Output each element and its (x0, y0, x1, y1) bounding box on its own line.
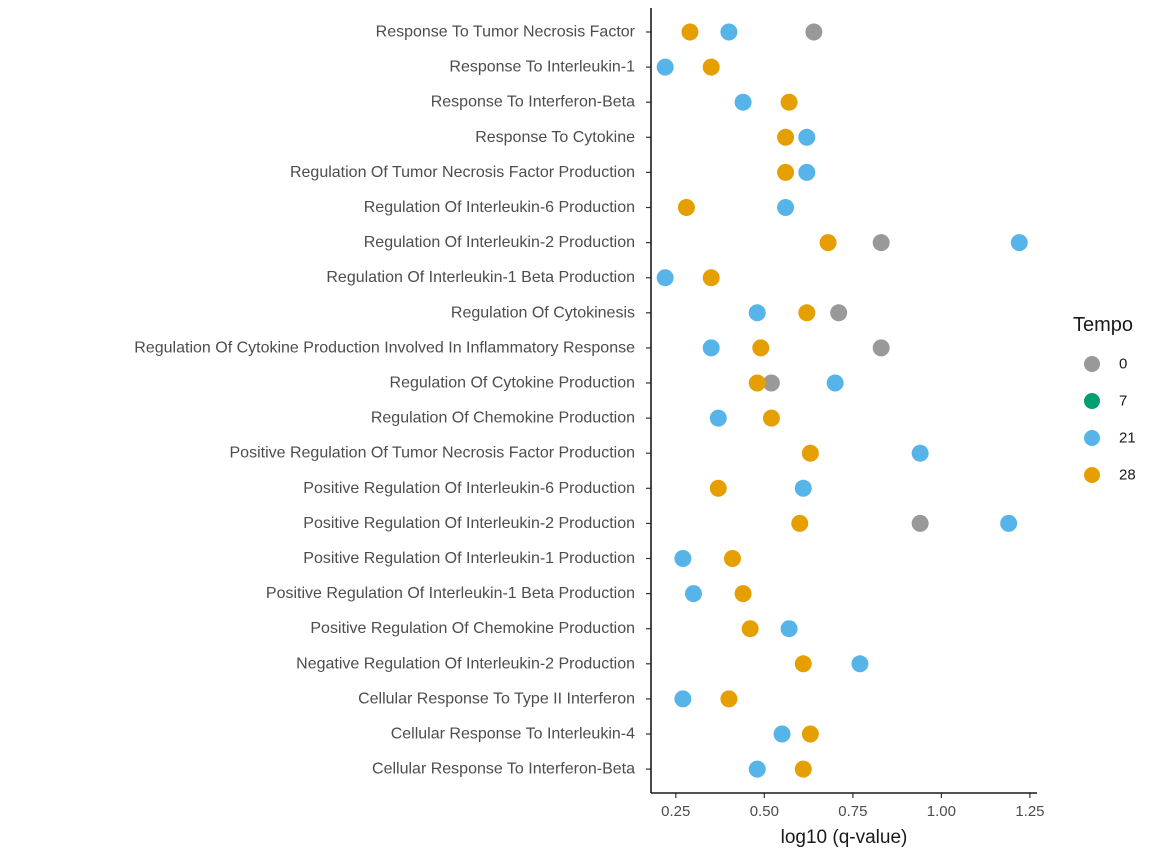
category-label: Regulation Of Interleukin-6 Production (364, 199, 635, 216)
legend-key-21 (1084, 430, 1100, 446)
category-label: Regulation Of Interleukin-1 Beta Product… (326, 269, 635, 286)
point-tempo-28 (741, 620, 759, 638)
point-tempo-28 (762, 409, 780, 427)
category-label: Positive Regulation Of Chemokine Product… (310, 620, 635, 637)
category-label: Positive Regulation Of Interleukin-6 Pro… (303, 480, 635, 497)
point-tempo-28 (801, 725, 819, 743)
category-label: Response To Interleukin-1 (449, 59, 635, 76)
point-tempo-0 (872, 339, 890, 357)
legend-key-7 (1084, 393, 1100, 409)
point-tempo-28 (720, 690, 738, 708)
category-label: Positive Regulation Of Tumor Necrosis Fa… (230, 445, 636, 462)
legend-label-21: 21 (1119, 430, 1136, 447)
point-tempo-21 (734, 93, 752, 111)
point-tempo-21 (777, 199, 795, 216)
point-tempo-0 (830, 304, 848, 322)
category-label: Regulation Of Cytokine Production Involv… (134, 339, 635, 356)
data-points (656, 23, 1028, 778)
x-tick-label: 0.25 (661, 803, 690, 820)
point-tempo-21 (720, 23, 738, 41)
category-label: Response To Cytokine (475, 129, 635, 146)
point-tempo-0 (872, 234, 890, 252)
point-tempo-0 (762, 374, 780, 392)
point-tempo-21 (1010, 234, 1028, 252)
category-label: Regulation Of Interleukin-2 Production (364, 234, 635, 251)
point-tempo-28 (777, 128, 795, 146)
category-label: Positive Regulation Of Interleukin-1 Pro… (303, 550, 635, 567)
point-tempo-28 (777, 163, 795, 181)
x-tick-label: 1.00 (927, 803, 956, 820)
point-tempo-28 (723, 550, 741, 567)
point-tempo-28 (752, 339, 770, 357)
category-label: Cellular Response To Interferon-Beta (372, 761, 635, 778)
category-label: Response To Tumor Necrosis Factor (376, 24, 636, 41)
point-tempo-28 (702, 58, 720, 76)
point-tempo-21 (702, 339, 720, 357)
point-tempo-28 (748, 374, 766, 392)
point-tempo-28 (702, 269, 720, 287)
category-labels: Response To Tumor Necrosis Factor Respons… (134, 24, 651, 778)
category-label: Cellular Response To Type II Interferon (358, 690, 635, 707)
legend-label-7: 7 (1119, 393, 1127, 410)
category-label: Regulation Of Cytokinesis (451, 304, 635, 321)
point-tempo-21 (656, 269, 674, 287)
point-tempo-28 (709, 479, 727, 497)
point-tempo-21 (709, 409, 727, 427)
x-axis-title: log10 (q-value) (781, 827, 908, 848)
x-axis-ticks: 0.25 0.50 0.75 1.00 1.25 (661, 793, 1045, 820)
point-tempo-28 (819, 234, 837, 252)
x-tick-label: 1.25 (1015, 803, 1044, 820)
point-tempo-21 (826, 374, 844, 392)
point-tempo-21 (798, 128, 816, 146)
category-label: Cellular Response To Interleukin-4 (391, 726, 635, 743)
category-label: Negative Regulation Of Interleukin-2 Pro… (296, 655, 635, 672)
point-tempo-28 (734, 585, 752, 603)
point-tempo-28 (801, 444, 819, 462)
category-label: Regulation Of Tumor Necrosis Factor Prod… (290, 164, 635, 181)
category-label: Response To Interferon-Beta (431, 94, 635, 111)
point-tempo-21 (674, 690, 692, 708)
point-tempo-21 (748, 304, 766, 322)
x-tick-label: 0.75 (838, 803, 867, 820)
point-tempo-21 (656, 58, 674, 76)
point-tempo-28 (794, 655, 812, 673)
point-tempo-21 (684, 585, 702, 603)
point-tempo-28 (780, 93, 798, 111)
legend-label-0: 0 (1119, 356, 1127, 373)
point-tempo-21 (748, 760, 766, 778)
legend-label-28: 28 (1119, 467, 1136, 484)
legend-key-28 (1084, 467, 1100, 483)
point-tempo-28 (681, 23, 699, 41)
legend: Tempo 0 7 21 28 (1073, 314, 1136, 484)
point-tempo-0 (805, 23, 823, 41)
point-tempo-21 (798, 163, 816, 181)
point-tempo-28 (677, 199, 695, 216)
category-label: Regulation Of Chemokine Production (371, 410, 635, 427)
category-label: Positive Regulation Of Interleukin-1 Bet… (266, 585, 635, 602)
category-label: Regulation Of Cytokine Production (390, 375, 635, 392)
legend-entries: 0 7 21 28 (1084, 356, 1136, 484)
point-tempo-21 (794, 479, 812, 497)
point-tempo-28 (791, 514, 809, 532)
point-tempo-21 (851, 655, 869, 673)
legend-title: Tempo (1073, 314, 1133, 336)
point-tempo-0 (911, 514, 929, 532)
point-tempo-21 (780, 620, 798, 638)
point-tempo-28 (794, 760, 812, 778)
x-tick-label: 0.50 (750, 803, 779, 820)
point-tempo-21 (674, 550, 692, 567)
point-tempo-21 (1000, 514, 1018, 532)
legend-key-0 (1084, 356, 1100, 372)
point-tempo-21 (773, 725, 791, 743)
point-tempo-28 (798, 304, 816, 322)
point-tempo-21 (911, 444, 929, 462)
category-label: Positive Regulation Of Interleukin-2 Pro… (303, 515, 635, 532)
